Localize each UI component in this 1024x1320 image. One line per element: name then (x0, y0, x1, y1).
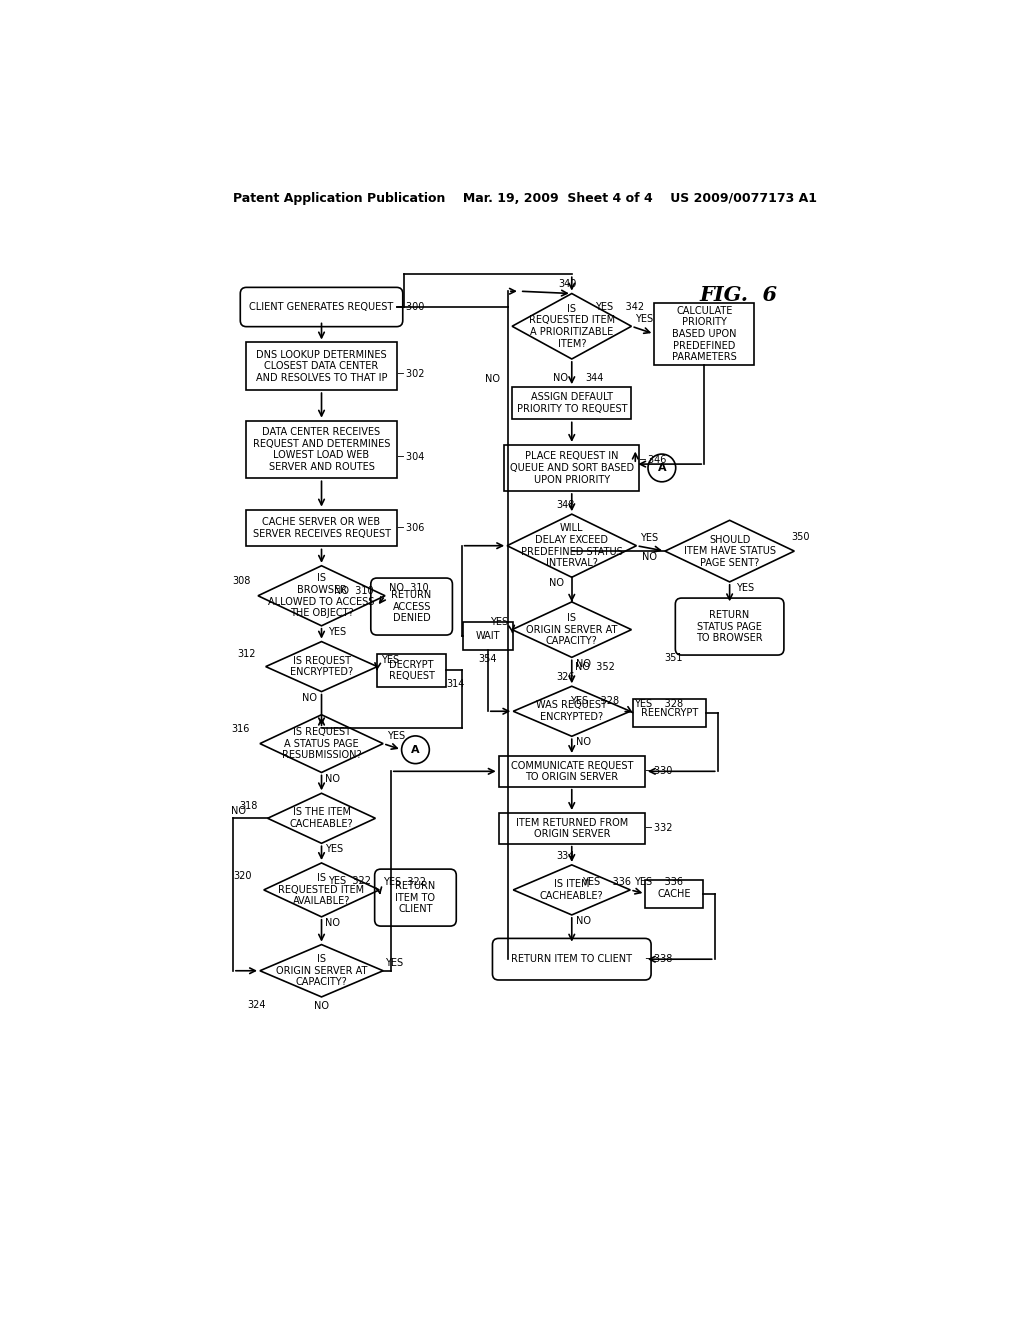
Text: NO: NO (575, 916, 591, 927)
Bar (499, 813, 645, 843)
Text: 354: 354 (478, 653, 497, 664)
Bar (654, 304, 755, 364)
Text: NO: NO (302, 693, 317, 702)
Text: RETURN
STATUS PAGE
TO BROWSER: RETURN STATUS PAGE TO BROWSER (696, 610, 763, 643)
Text: ─ 302: ─ 302 (396, 370, 424, 379)
Bar (512, 387, 632, 420)
Text: WILL
DELAY EXCEED
PREDEFINED STATUS
INTERVAL?: WILL DELAY EXCEED PREDEFINED STATUS INTE… (521, 523, 623, 568)
Text: IS REQUEST
ENCRYPTED?: IS REQUEST ENCRYPTED? (290, 656, 353, 677)
Text: YES    336: YES 336 (583, 878, 632, 887)
Text: CLIENT GENERATES REQUEST: CLIENT GENERATES REQUEST (250, 302, 393, 312)
Text: A: A (657, 463, 667, 473)
Text: PLACE REQUEST IN
QUEUE AND SORT BASED
UPON PRIORITY: PLACE REQUEST IN QUEUE AND SORT BASED UP… (510, 451, 634, 484)
Text: NO  310: NO 310 (389, 583, 428, 593)
Text: SHOULD
ITEM HAVE STATUS
PAGE SENT?: SHOULD ITEM HAVE STATUS PAGE SENT? (684, 535, 775, 568)
Text: WAS REQUEST
ENCRYPTED?: WAS REQUEST ENCRYPTED? (537, 701, 607, 722)
Text: YES    336: YES 336 (634, 878, 683, 887)
Text: IS THE ITEM
CACHEABLE?: IS THE ITEM CACHEABLE? (290, 808, 353, 829)
Text: YES: YES (640, 533, 658, 543)
Text: YES: YES (326, 845, 343, 854)
Text: NO: NO (553, 372, 567, 383)
Text: YES    342: YES 342 (595, 302, 644, 312)
Text: IS
ORIGIN SERVER AT
CAPACITY?: IS ORIGIN SERVER AT CAPACITY? (526, 612, 617, 647)
Bar (247, 421, 396, 478)
Text: IS REQUEST
A STATUS PAGE
RESUBMISSION?: IS REQUEST A STATUS PAGE RESUBMISSION? (282, 727, 361, 760)
Text: DATA CENTER RECEIVES
REQUEST AND DETERMINES
LOWEST LOAD WEB
SERVER AND ROUTES: DATA CENTER RECEIVES REQUEST AND DETERMI… (253, 428, 390, 471)
Text: IS
REQUESTED ITEM
A PRIORITIZABLE
ITEM?: IS REQUESTED ITEM A PRIORITIZABLE ITEM? (528, 304, 614, 348)
Text: NO: NO (326, 774, 340, 784)
Text: 324: 324 (247, 999, 265, 1010)
Text: RETURN
ACCESS
DENIED: RETURN ACCESS DENIED (391, 590, 432, 623)
Text: IS ITEM
CACHEABLE?: IS ITEM CACHEABLE? (540, 879, 603, 900)
Text: ─ 330: ─ 330 (645, 767, 673, 776)
Text: RETURN ITEM TO CLIENT: RETURN ITEM TO CLIENT (511, 954, 632, 964)
Text: WAIT: WAIT (475, 631, 500, 640)
Text: NO: NO (549, 578, 564, 589)
Text: ─ 300: ─ 300 (396, 302, 424, 312)
Text: ASSIGN DEFAULT
PRIORITY TO REQUEST: ASSIGN DEFAULT PRIORITY TO REQUEST (516, 392, 627, 414)
Text: YES: YES (328, 627, 346, 638)
Text: YES: YES (736, 583, 754, 593)
Text: IS
BROWSER
ALLOWED TO ACCESS
THE OBJECT?: IS BROWSER ALLOWED TO ACCESS THE OBJECT? (268, 573, 375, 618)
Text: YES: YES (635, 314, 653, 323)
Text: CALCULATE
PRIORITY
BASED UPON
PREDEFINED
PARAMETERS: CALCULATE PRIORITY BASED UPON PREDEFINED… (672, 306, 736, 362)
Text: NO: NO (230, 805, 246, 816)
Text: 326: 326 (556, 672, 574, 682)
Bar (633, 700, 707, 726)
Text: YES    328: YES 328 (634, 698, 683, 709)
Text: FIG.  6: FIG. 6 (699, 285, 778, 305)
Text: YES: YES (381, 656, 399, 665)
Bar (463, 622, 513, 649)
Text: ─ 304: ─ 304 (396, 453, 424, 462)
Text: ITEM RETURNED FROM
ORIGIN SERVER: ITEM RETURNED FROM ORIGIN SERVER (516, 817, 628, 840)
Text: Patent Application Publication    Mar. 19, 2009  Sheet 4 of 4    US 2009/0077173: Patent Application Publication Mar. 19, … (232, 191, 817, 205)
Text: 320: 320 (233, 871, 252, 882)
Text: YES: YES (387, 731, 406, 741)
Text: ─ 338: ─ 338 (645, 954, 673, 964)
Text: 351: 351 (665, 653, 683, 663)
Bar (377, 655, 446, 686)
Text: A: A (412, 744, 420, 755)
Text: NO  352: NO 352 (574, 661, 614, 672)
Text: NO: NO (575, 738, 591, 747)
Text: YES  322: YES 322 (383, 878, 426, 887)
Text: 318: 318 (240, 801, 258, 810)
Text: ─ 332: ─ 332 (645, 824, 673, 833)
Text: 350: 350 (792, 532, 810, 543)
Text: 340: 340 (559, 280, 578, 289)
Text: 334: 334 (556, 850, 574, 861)
Text: YES    328: YES 328 (570, 696, 620, 706)
Text: NO: NO (485, 375, 501, 384)
Text: YES: YES (490, 616, 508, 627)
Text: 308: 308 (231, 576, 250, 586)
Text: 314: 314 (446, 680, 465, 689)
Text: 344: 344 (586, 372, 604, 383)
Text: ─ 346: ─ 346 (639, 455, 667, 465)
Text: NO  310: NO 310 (334, 586, 374, 597)
Text: REENCRYPT: REENCRYPT (641, 708, 698, 718)
Text: DECRYPT
REQUEST: DECRYPT REQUEST (389, 660, 434, 681)
Text: NO: NO (642, 552, 657, 562)
Text: COMMUNICATE REQUEST
TO ORIGIN SERVER: COMMUNICATE REQUEST TO ORIGIN SERVER (511, 760, 633, 783)
Text: 316: 316 (231, 725, 250, 734)
Bar (645, 880, 703, 908)
Text: 312: 312 (238, 649, 256, 659)
Text: NO: NO (575, 659, 591, 668)
Text: IS
REQUESTED ITEM
AVAILABLE?: IS REQUESTED ITEM AVAILABLE? (279, 874, 365, 907)
Bar (505, 445, 639, 491)
Text: 348: 348 (556, 500, 574, 510)
Text: IS
ORIGIN SERVER AT
CAPACITY?: IS ORIGIN SERVER AT CAPACITY? (275, 954, 368, 987)
Text: YES: YES (385, 958, 402, 968)
Text: NO: NO (314, 1001, 329, 1011)
Bar (247, 510, 396, 546)
Text: CACHE SERVER OR WEB
SERVER RECEIVES REQUEST: CACHE SERVER OR WEB SERVER RECEIVES REQU… (253, 517, 390, 539)
Text: DNS LOOKUP DETERMINES
CLOSEST DATA CENTER
AND RESOLVES TO THAT IP: DNS LOOKUP DETERMINES CLOSEST DATA CENTE… (256, 350, 387, 383)
Bar (247, 342, 396, 391)
Bar (499, 756, 645, 787)
Text: YES  322: YES 322 (329, 875, 372, 886)
Text: RETURN
ITEM TO
CLIENT: RETURN ITEM TO CLIENT (395, 880, 435, 915)
Text: NO: NO (326, 917, 340, 928)
Text: CACHE: CACHE (657, 888, 691, 899)
Text: ─ 306: ─ 306 (396, 523, 424, 533)
